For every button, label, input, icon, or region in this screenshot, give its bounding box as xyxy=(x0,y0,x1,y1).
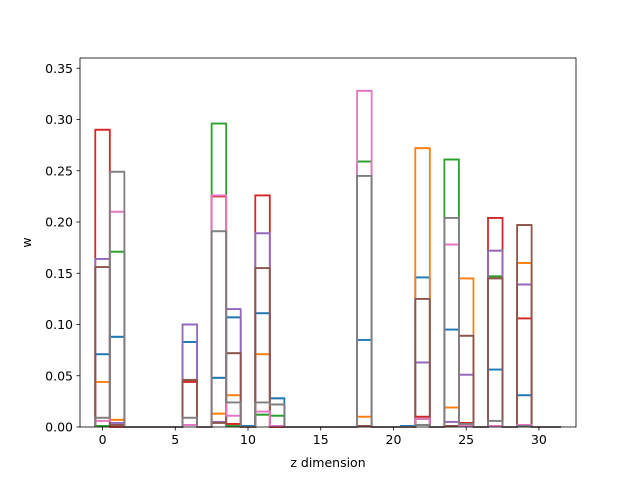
y-axis-label: w xyxy=(19,237,34,247)
y-tick-label-0.1: 0.10 xyxy=(45,317,73,332)
x-axis-label: z dimension xyxy=(290,455,365,470)
y-tick-label-0.25: 0.25 xyxy=(45,163,73,178)
x-tick-label-0: 0 xyxy=(99,432,107,447)
x-tick-label-15: 15 xyxy=(313,432,329,447)
x-tick-label-20: 20 xyxy=(386,432,402,447)
x-tick-label-5: 5 xyxy=(171,432,179,447)
y-tick-label-0.05: 0.05 xyxy=(45,368,73,383)
x-tick-label-25: 25 xyxy=(458,432,474,447)
plot-frame xyxy=(79,57,577,428)
x-tick-label-10: 10 xyxy=(240,432,256,447)
y-tick-label-0.2: 0.20 xyxy=(45,215,73,230)
y-tick-label-0.35: 0.35 xyxy=(45,61,73,76)
x-tick-label-30: 30 xyxy=(531,432,547,447)
y-tick-label-0: 0.00 xyxy=(45,420,73,435)
y-tick-label-0.15: 0.15 xyxy=(45,266,73,281)
y-tick-label-0.3: 0.30 xyxy=(45,112,73,127)
